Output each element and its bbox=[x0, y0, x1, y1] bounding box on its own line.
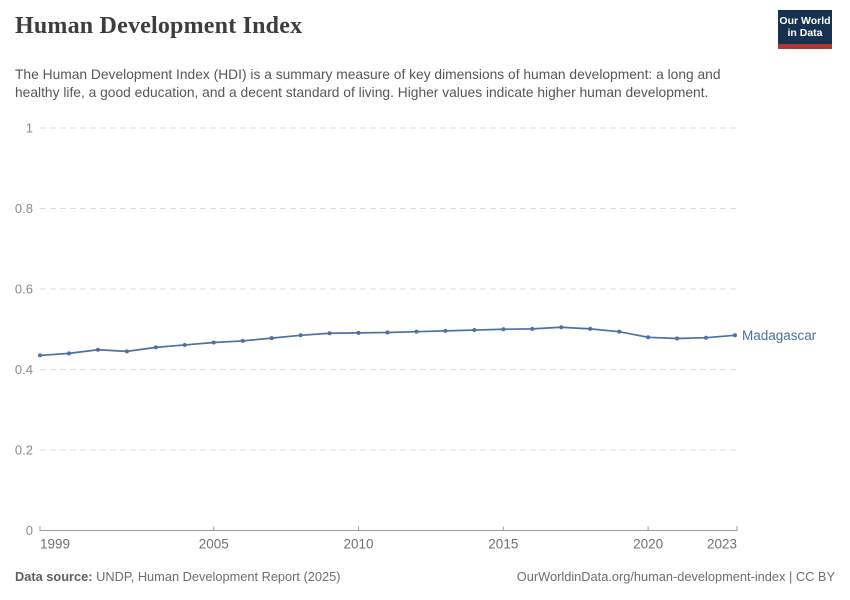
data-source-text: UNDP, Human Development Report (2025) bbox=[96, 569, 341, 584]
footer-right: OurWorldinData.org/human-development-ind… bbox=[517, 569, 835, 584]
x-axis-label-2015: 2015 bbox=[488, 537, 518, 552]
data-point-2016 bbox=[530, 326, 535, 331]
data-point-2008 bbox=[298, 333, 303, 338]
data-point-1999 bbox=[38, 353, 42, 358]
data-point-2005 bbox=[211, 340, 216, 345]
y-axis-label-0.6: 0.6 bbox=[15, 282, 33, 297]
data-point-2006 bbox=[240, 338, 245, 343]
data-point-2004 bbox=[182, 342, 187, 347]
data-point-2020 bbox=[646, 335, 651, 340]
data-point-2019 bbox=[617, 329, 622, 334]
data-point-2009 bbox=[327, 331, 332, 336]
owid-logo-line1: Our World bbox=[779, 15, 831, 27]
data-point-2002 bbox=[124, 349, 129, 354]
owid-logo[interactable]: Our World in Data bbox=[778, 10, 832, 49]
data-point-2018 bbox=[588, 326, 593, 331]
y-axis-label-0.4: 0.4 bbox=[15, 362, 33, 377]
data-point-2011 bbox=[385, 330, 390, 335]
data-point-2017 bbox=[559, 325, 564, 330]
data-point-2003 bbox=[153, 345, 158, 350]
x-axis-line bbox=[39, 526, 738, 531]
data-point-2007 bbox=[269, 336, 274, 341]
y-axis-label-1: 1 bbox=[26, 121, 33, 136]
data-point-2021 bbox=[675, 336, 680, 341]
data-source-note: Data source: UNDP, Human Development Rep… bbox=[15, 569, 341, 584]
data-point-2001 bbox=[95, 347, 100, 352]
data-source-label: Data source: bbox=[15, 569, 93, 584]
data-point-2013 bbox=[443, 328, 448, 333]
x-axis-label-2005: 2005 bbox=[199, 537, 229, 552]
data-point-2012 bbox=[414, 329, 419, 334]
x-axis-label-2020: 2020 bbox=[633, 537, 663, 552]
license-badge: CC BY bbox=[795, 569, 835, 584]
data-point-2022 bbox=[704, 335, 709, 340]
y-axis-label-0.2: 0.2 bbox=[15, 443, 33, 458]
owid-url-link[interactable]: OurWorldinData.org/human-development-ind… bbox=[516, 569, 786, 584]
footer-separator: | bbox=[789, 569, 793, 584]
x-axis-label-2010: 2010 bbox=[344, 537, 374, 552]
chart-subtitle: The Human Development Index (HDI) is a s… bbox=[15, 66, 721, 100]
y-axis-label-0.8: 0.8 bbox=[15, 201, 33, 216]
data-point-2010 bbox=[356, 330, 361, 335]
chart-footer: Data source: UNDP, Human Development Rep… bbox=[15, 569, 835, 584]
page-title: Human Development Index bbox=[15, 13, 303, 39]
data-point-2014 bbox=[472, 328, 477, 333]
x-axis-label-2023: 2023 bbox=[707, 537, 737, 552]
series-label-madagascar[interactable]: Madagascar bbox=[742, 328, 817, 343]
y-axis-label-0: 0 bbox=[26, 523, 33, 538]
data-point-2015 bbox=[501, 327, 506, 332]
data-point-2023 bbox=[733, 333, 737, 338]
hdi-line-chart: 0 0.2 0.4 0.6 0.8 1 1999 2005 2010 2015 2020 2023 Ma… bbox=[15, 121, 817, 552]
owid-logo-line2: in Data bbox=[787, 27, 823, 39]
data-point-2000 bbox=[66, 351, 71, 356]
x-axis-label-1999: 1999 bbox=[40, 537, 70, 552]
